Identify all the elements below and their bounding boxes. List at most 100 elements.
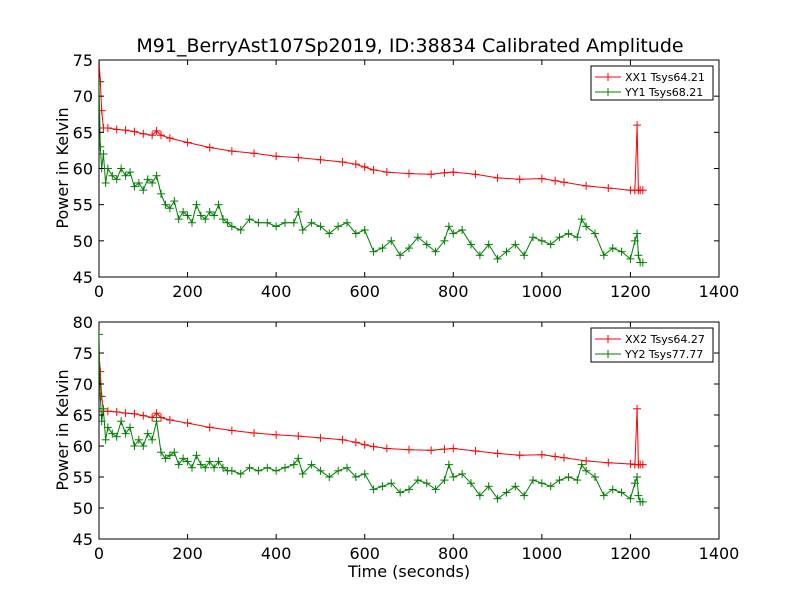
bottom-series-2-point <box>121 429 130 438</box>
bottom-series-2-point <box>351 473 360 481</box>
bottom-series-2-point <box>272 466 281 475</box>
bottom-series-1-point <box>560 453 568 462</box>
top-series-2-point <box>638 258 647 267</box>
bottom-series-2-point <box>617 488 626 497</box>
bottom-series-2-point <box>254 466 263 475</box>
top-series-2-point <box>143 175 152 184</box>
top-series-2-point <box>99 142 105 151</box>
top-series-1-point <box>493 173 502 182</box>
top-y-tick-label: 70 <box>73 87 93 106</box>
bottom-y-tick-label: 75 <box>73 344 93 363</box>
top-series-1-point <box>139 129 148 138</box>
bottom-series-2-point <box>99 330 103 339</box>
top-series-2-point <box>148 178 157 187</box>
bottom-x-tick-label: 600 <box>349 544 380 563</box>
bottom-series-1-point <box>338 435 347 444</box>
top-series-2-point <box>343 218 351 227</box>
bottom-series-2-point <box>431 485 440 494</box>
bottom-legend-box <box>590 327 714 363</box>
bottom-series-1-point <box>294 432 303 441</box>
top-x-tick-label: 1400 <box>699 282 740 301</box>
top-series-2-point <box>378 244 387 253</box>
top-series-1-point <box>103 123 112 132</box>
bottom-series-2-point <box>281 463 289 472</box>
top-series-2-point <box>360 225 369 234</box>
top-series-2-point <box>458 225 467 234</box>
bottom-legend-label-2: YY2 Tsys77.77 <box>624 348 703 361</box>
bottom-series-1-point <box>405 445 413 454</box>
bottom-series-2-point <box>219 463 227 472</box>
bottom-series-2-point <box>325 473 334 481</box>
bottom-y-tick-label: 80 <box>73 313 93 332</box>
top-series-2-point <box>334 222 343 231</box>
top-series-2-point <box>201 215 210 224</box>
bottom-series-1-point <box>360 440 369 449</box>
top-series-1-point <box>405 169 413 178</box>
top-legend-swatch-2 <box>595 88 621 96</box>
top-series-2-point <box>152 171 161 180</box>
bottom-series-2-point <box>210 463 219 472</box>
bottom-series-1-point <box>638 460 647 469</box>
top-series-2-point <box>272 222 281 231</box>
top-series-2-point <box>634 251 643 260</box>
bottom-series-2-point <box>174 460 183 469</box>
bottom-series-2-point <box>112 432 121 441</box>
top-series-2-point <box>130 182 139 191</box>
top-series-2-point <box>210 211 219 220</box>
top-series-1-point <box>537 174 546 183</box>
bottom-series-2-point <box>152 417 161 426</box>
bottom-y-tick-label: 45 <box>73 530 93 549</box>
bottom-series-2-point <box>99 417 106 426</box>
bottom-series-2-point <box>634 491 643 500</box>
bottom-series-1-point <box>449 444 458 453</box>
top-series-2-point <box>573 233 582 242</box>
top-y-tick-label: 55 <box>73 196 93 215</box>
bottom-series-1-point <box>157 413 165 422</box>
bottom-series-2-point <box>263 463 272 472</box>
bottom-x-tick-label: 200 <box>172 544 203 563</box>
top-series-1-point <box>148 131 157 140</box>
top-series-2-point <box>577 215 586 224</box>
bottom-series-2-point <box>444 460 453 469</box>
top-series-1-point <box>582 181 591 190</box>
top-series-2-point <box>245 215 254 224</box>
top-series-1-point <box>440 168 449 177</box>
top-series-1-point <box>316 155 325 164</box>
top-series-2-point <box>520 251 529 260</box>
top-series-2-point <box>325 229 334 238</box>
top-series-1-point <box>227 147 236 156</box>
top-x-tick-label: 1200 <box>610 282 651 301</box>
bottom-series-1-point <box>121 409 130 418</box>
bottom-series-1-point <box>227 426 236 435</box>
bottom-series-2-point <box>577 460 586 469</box>
top-x-tick-label: 1000 <box>521 282 562 301</box>
bottom-series-1-point <box>551 452 560 461</box>
bottom-series-2-point <box>130 442 139 450</box>
top-series-2-point <box>467 240 475 249</box>
top-series-2-point <box>396 251 405 260</box>
top-series-2-point <box>405 244 413 253</box>
top-series-2-point <box>387 236 396 245</box>
top-y-tick-label: 50 <box>73 232 93 251</box>
bottom-series-2-point <box>99 404 108 413</box>
top-panel: 0 200 400 600 800 1000 1200 1400 45 50 55 60 65 70 75 P… <box>53 51 739 301</box>
top-series-2-point <box>307 218 316 227</box>
top-series-2-point <box>444 222 453 231</box>
top-series-2-point <box>223 218 232 227</box>
bottom-series-2-point <box>343 463 351 472</box>
top-series-2-point <box>564 229 573 238</box>
bottom-series-2-point <box>307 460 316 469</box>
bottom-series-1-point <box>626 459 635 468</box>
top-series-2-point <box>431 247 440 256</box>
bottom-series-1-point <box>205 423 214 432</box>
bottom-series-2-point <box>599 491 608 500</box>
top-series-2-point <box>633 229 642 238</box>
top-series-2-point <box>108 171 117 180</box>
top-series-2-point <box>555 233 564 242</box>
top-series-2-point <box>281 218 289 227</box>
top-series-2-point <box>440 236 449 245</box>
top-series-2-point <box>165 204 174 213</box>
top-series-2-point <box>511 240 520 249</box>
figure-title: M91_BerryAst107Sp2019, ID:38834 Calibrat… <box>136 35 683 57</box>
bottom-series-2-point <box>179 454 188 463</box>
